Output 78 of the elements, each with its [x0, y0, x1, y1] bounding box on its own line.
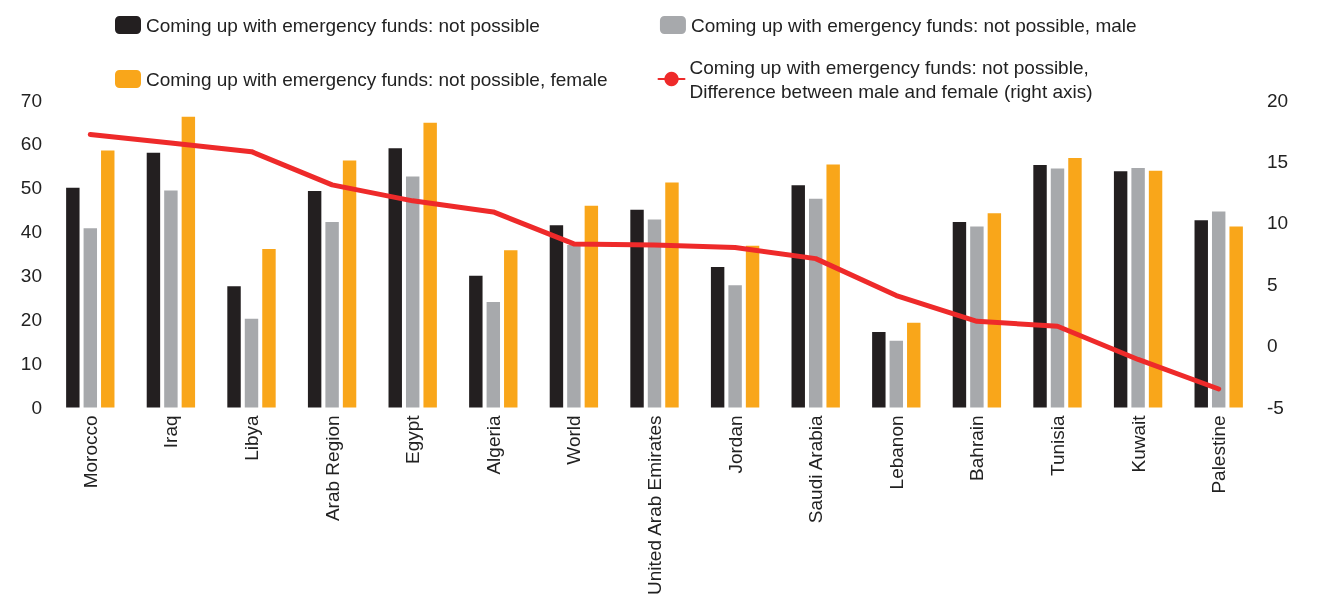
- y-tick-label: 60: [20, 133, 42, 155]
- bar: [504, 250, 518, 408]
- x-tick-label: Palestine: [1208, 415, 1230, 494]
- y-tick-label: 30: [20, 265, 42, 287]
- y-tick-label: 40: [20, 221, 42, 243]
- bar: [808, 198, 823, 408]
- bar: [1131, 168, 1145, 408]
- x-tick-label: Libya: [241, 414, 262, 461]
- bar: [1211, 211, 1226, 408]
- bar: [83, 228, 98, 408]
- bar: [567, 244, 581, 408]
- bar: [164, 190, 178, 408]
- x-tick-label: Saudi Arabia: [805, 415, 827, 524]
- legend-label: Coming up with emergency funds: not possible, male: [690, 14, 1137, 36]
- bar: [342, 160, 357, 408]
- bar: [388, 148, 402, 408]
- y2-tick-label: 0: [1267, 335, 1278, 357]
- bar: [826, 164, 840, 408]
- x-tick-label: Algeria: [482, 415, 504, 475]
- bar: [1229, 226, 1243, 408]
- bar: [907, 322, 921, 408]
- x-tick-label: Jordan: [724, 415, 746, 474]
- bar: [244, 318, 259, 408]
- bar: [549, 225, 564, 408]
- bar: [1033, 165, 1047, 408]
- bar: [1113, 171, 1128, 408]
- x-tick-label: United Arab Emirates: [644, 415, 665, 595]
- legend-label: Coming up with emergency funds: not possible, Difference between male and female (right axis): [689, 56, 1093, 102]
- bar: [1068, 157, 1082, 408]
- bar: [889, 340, 904, 408]
- x-tick-label: Morocco: [79, 415, 101, 489]
- bar: [1148, 170, 1163, 408]
- bar: [1194, 220, 1208, 408]
- bar: [665, 182, 679, 408]
- y2-tick-label: 5: [1267, 273, 1278, 295]
- bar: [101, 150, 115, 408]
- bar: [227, 286, 241, 408]
- x-tick-label: Kuwait: [1127, 414, 1149, 473]
- bar: [405, 176, 420, 408]
- y-tick-label: 10: [20, 353, 42, 375]
- bar: [584, 205, 599, 408]
- legend-label: Coming up with emergency funds: not possible, female: [146, 68, 608, 90]
- x-tick-label: Tunisia: [1047, 415, 1068, 476]
- bar: [710, 266, 725, 408]
- x-tick-label: Arab Region: [321, 415, 343, 522]
- x-tick-label: Egypt: [402, 414, 424, 465]
- bar: [469, 275, 483, 408]
- y2-tick-label: 10: [1267, 212, 1289, 234]
- bar: [486, 302, 501, 408]
- bar: [66, 187, 80, 408]
- bar: [647, 219, 662, 408]
- x-tick-label: Iraq: [160, 415, 182, 449]
- y2-tick-label: -5: [1267, 396, 1284, 418]
- bar: [630, 209, 644, 408]
- bar: [872, 331, 886, 408]
- bar: [970, 226, 984, 408]
- bar: [262, 248, 276, 408]
- bar: [146, 152, 161, 408]
- bar: [987, 213, 1002, 408]
- bar: [423, 122, 437, 408]
- bar: [181, 116, 196, 408]
- x-tick-label: Bahrain: [966, 415, 988, 481]
- x-tick-label: World: [563, 415, 585, 465]
- x-tick-label: Lebanon: [885, 415, 907, 490]
- bar: [325, 222, 339, 408]
- y-tick-label: 70: [20, 89, 42, 111]
- bar: [307, 190, 322, 408]
- legend-label: Coming up with emergency funds: not possible: [146, 14, 540, 36]
- y-tick-label: 0: [31, 396, 42, 418]
- bar: [728, 285, 742, 408]
- y-tick-label: 50: [20, 177, 42, 199]
- y2-tick-label: 15: [1267, 150, 1289, 172]
- bar: [745, 245, 760, 408]
- bar: [1050, 168, 1065, 408]
- y2-tick-label: 20: [1267, 89, 1289, 111]
- bar: [791, 185, 805, 408]
- bar: [952, 222, 967, 408]
- y-tick-label: 20: [20, 309, 42, 331]
